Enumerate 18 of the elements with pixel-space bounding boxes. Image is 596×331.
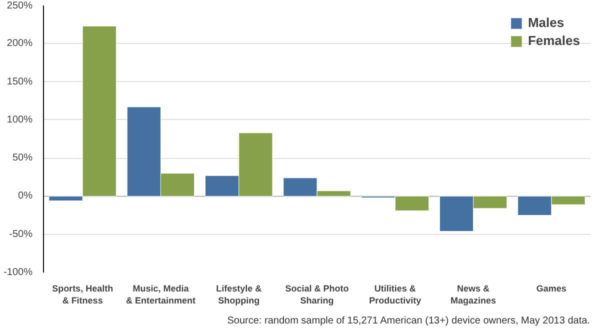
y-tick-label: 50%: [12, 152, 33, 164]
source-note: Source: random sample of 15,271 American (13+) device owners, May 2013 data.: [227, 316, 590, 326]
x-tick-label: Sports, Health & Fitness: [52, 284, 114, 306]
y-tick-label: -50%: [9, 228, 33, 240]
legend-label: Females: [528, 33, 580, 48]
x-tick-label: Utilities & Productivity: [369, 284, 422, 306]
y-tick-label: 250%: [6, 0, 33, 12]
y-tick-label: -100%: [4, 267, 33, 278]
x-tick-label: Social & Photo Sharing: [285, 284, 350, 306]
y-tick-label: 100%: [6, 114, 33, 126]
x-tick-label: Games: [536, 284, 566, 294]
x-tick-label: News & Magazines: [450, 284, 496, 306]
y-tick-label: 150%: [6, 76, 33, 88]
x-tick-label: Music, Media & Entertainment: [126, 284, 196, 306]
x-tick-label: Lifestyle & Shopping: [216, 284, 262, 306]
legend-label: Males: [528, 15, 564, 30]
y-tick-label: 200%: [6, 38, 33, 50]
y-tick-label: 0%: [18, 190, 33, 202]
